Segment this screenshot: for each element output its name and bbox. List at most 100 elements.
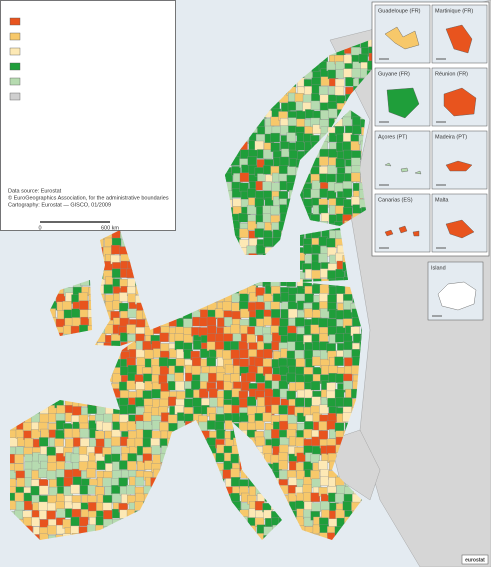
region <box>278 460 288 470</box>
region <box>335 197 346 207</box>
region <box>31 429 41 439</box>
region <box>262 358 273 368</box>
region <box>215 333 225 343</box>
region <box>144 349 154 359</box>
region <box>94 486 105 496</box>
region <box>270 116 280 127</box>
region <box>95 430 105 441</box>
region <box>303 244 313 254</box>
legend-swatch <box>9 32 21 41</box>
region <box>79 485 90 495</box>
region <box>255 309 265 319</box>
inset-label: Açores (PT) <box>378 134 408 140</box>
region <box>79 300 89 311</box>
region <box>134 476 145 487</box>
region <box>270 142 280 152</box>
inset-land <box>384 225 420 237</box>
region <box>343 380 353 391</box>
region <box>167 414 178 424</box>
region <box>87 404 97 414</box>
inset-land <box>445 160 473 172</box>
region <box>279 436 289 447</box>
region <box>334 389 345 399</box>
region <box>335 333 345 343</box>
region <box>318 430 328 440</box>
credit: Cartography: Eurostat — GISCO, 01/2009 <box>8 202 111 208</box>
region <box>335 285 346 295</box>
region <box>246 372 256 382</box>
inset-frame <box>374 193 431 253</box>
region <box>278 380 289 391</box>
region <box>326 382 336 392</box>
region <box>134 437 145 448</box>
region <box>310 189 320 199</box>
region <box>207 325 217 335</box>
region <box>247 156 257 166</box>
inset-land <box>443 87 477 117</box>
region <box>310 380 321 391</box>
region <box>112 373 122 383</box>
region <box>222 469 232 479</box>
inset-label: Island <box>431 265 446 271</box>
region <box>230 341 240 351</box>
region <box>22 422 33 432</box>
region <box>247 396 257 406</box>
region <box>295 437 306 447</box>
logo-box <box>461 554 489 565</box>
region <box>80 438 90 448</box>
region <box>39 413 49 424</box>
region <box>238 341 248 351</box>
region <box>206 420 217 430</box>
region <box>327 318 337 328</box>
region <box>312 356 322 366</box>
region <box>270 309 281 319</box>
region <box>47 525 57 535</box>
region <box>46 510 56 520</box>
region <box>310 470 320 480</box>
region <box>142 340 152 351</box>
region <box>223 390 233 400</box>
region <box>158 357 169 367</box>
region <box>335 509 345 519</box>
region <box>247 220 257 231</box>
region <box>239 228 249 238</box>
region <box>278 452 288 462</box>
region <box>102 477 112 488</box>
region <box>342 141 352 151</box>
region <box>254 326 264 336</box>
region <box>358 53 369 64</box>
inset-label: Guadeloupe (FR) <box>378 8 421 14</box>
region <box>311 478 321 489</box>
legend-swatch <box>9 47 21 56</box>
region <box>16 477 26 488</box>
region <box>352 116 362 127</box>
region <box>294 341 305 351</box>
region <box>327 270 337 280</box>
region <box>230 324 241 334</box>
region <box>208 388 219 398</box>
region <box>222 301 232 311</box>
logo: eurostat <box>465 557 485 563</box>
region <box>230 477 241 487</box>
inset-label: Canarias (ES) <box>378 197 413 203</box>
region <box>286 372 296 383</box>
region <box>191 365 202 376</box>
region <box>206 356 216 367</box>
region <box>311 260 321 271</box>
region <box>255 436 266 447</box>
legend <box>9 17 21 101</box>
region <box>343 68 353 78</box>
region <box>224 364 235 374</box>
region <box>342 116 352 127</box>
region <box>151 365 162 375</box>
region <box>295 358 306 368</box>
region <box>199 372 210 383</box>
region <box>206 341 217 351</box>
region <box>271 182 281 192</box>
region <box>24 437 34 448</box>
region <box>304 308 314 318</box>
region <box>126 380 136 390</box>
region <box>254 140 265 151</box>
region <box>294 93 305 103</box>
